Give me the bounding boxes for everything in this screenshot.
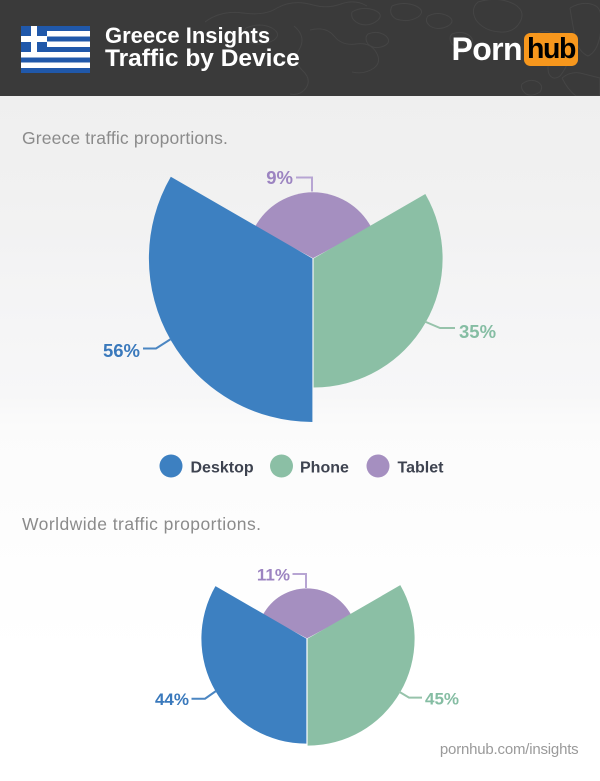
svg-text:56%: 56% [103,340,140,361]
svg-text:45%: 45% [425,690,459,709]
svg-text:11%: 11% [257,566,290,585]
svg-text:Tablet: Tablet [398,460,445,477]
svg-text:Phone: Phone [300,460,349,477]
svg-text:Desktop: Desktop [191,460,254,477]
svg-text:44%: 44% [155,690,189,709]
svg-text:9%: 9% [266,167,293,188]
svg-text:35%: 35% [459,321,496,342]
